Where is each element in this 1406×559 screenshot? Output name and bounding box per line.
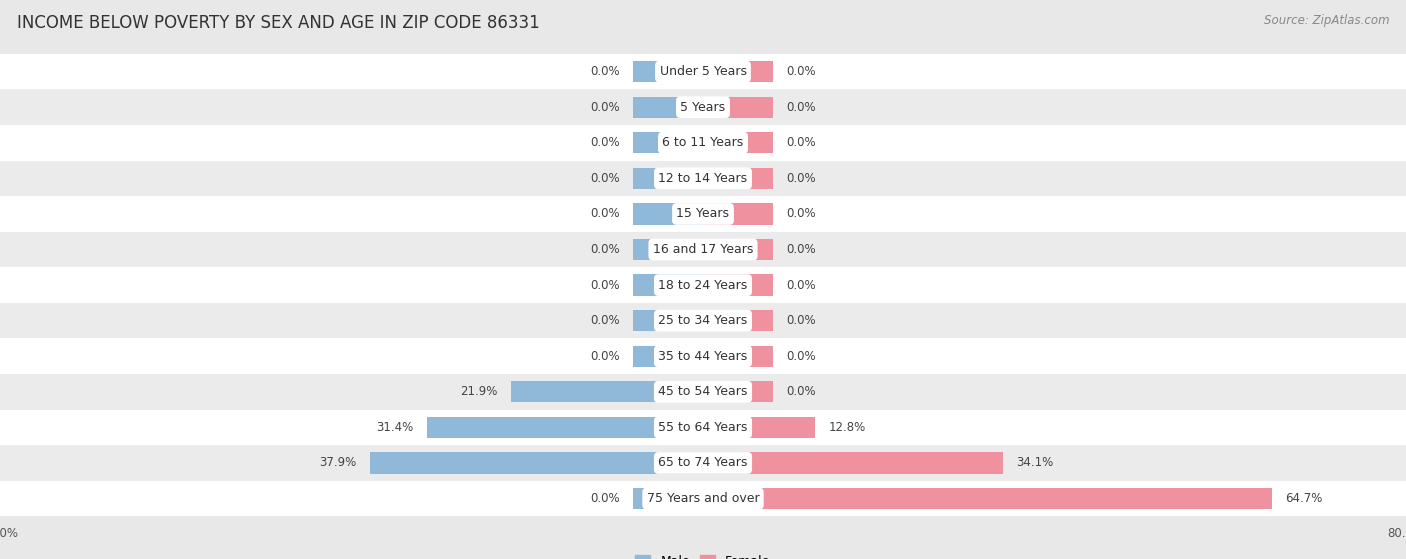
Text: 0.0%: 0.0%: [786, 207, 815, 220]
Text: 0.0%: 0.0%: [786, 314, 815, 327]
Bar: [703, 97, 773, 118]
Bar: [633, 310, 703, 331]
Bar: [0, 196, 1406, 232]
Text: 0.0%: 0.0%: [591, 65, 620, 78]
Text: 37.9%: 37.9%: [319, 457, 357, 470]
Bar: [633, 345, 703, 367]
Text: 55 to 64 Years: 55 to 64 Years: [658, 421, 748, 434]
Text: 35 to 44 Years: 35 to 44 Years: [658, 350, 748, 363]
Text: 31.4%: 31.4%: [377, 421, 413, 434]
Bar: [703, 239, 773, 260]
Bar: [633, 203, 703, 225]
Text: 25 to 34 Years: 25 to 34 Years: [658, 314, 748, 327]
Text: 18 to 24 Years: 18 to 24 Years: [658, 278, 748, 292]
Text: 75 Years and over: 75 Years and over: [647, 492, 759, 505]
Bar: [0, 481, 1406, 517]
Text: 0.0%: 0.0%: [591, 243, 620, 256]
Bar: [703, 132, 773, 154]
Text: 21.9%: 21.9%: [460, 385, 498, 399]
Bar: [703, 310, 773, 331]
Bar: [633, 274, 703, 296]
Text: 0.0%: 0.0%: [591, 172, 620, 185]
Text: 0.0%: 0.0%: [591, 136, 620, 149]
Bar: [703, 452, 1002, 473]
Text: 12 to 14 Years: 12 to 14 Years: [658, 172, 748, 185]
Bar: [633, 97, 703, 118]
Bar: [633, 168, 703, 189]
Text: 0.0%: 0.0%: [786, 65, 815, 78]
Text: 0.0%: 0.0%: [591, 101, 620, 113]
Text: 6 to 11 Years: 6 to 11 Years: [662, 136, 744, 149]
Bar: [703, 274, 773, 296]
Text: 12.8%: 12.8%: [828, 421, 866, 434]
Text: 0.0%: 0.0%: [786, 278, 815, 292]
Bar: [0, 338, 1406, 374]
Text: 0.0%: 0.0%: [591, 492, 620, 505]
Bar: [0, 232, 1406, 267]
Bar: [0, 267, 1406, 303]
Bar: [510, 381, 703, 402]
Bar: [0, 374, 1406, 410]
Text: 0.0%: 0.0%: [786, 172, 815, 185]
Bar: [0, 54, 1406, 89]
Text: 0.0%: 0.0%: [786, 136, 815, 149]
Bar: [703, 168, 773, 189]
Bar: [703, 203, 773, 225]
Text: Source: ZipAtlas.com: Source: ZipAtlas.com: [1264, 14, 1389, 27]
Bar: [703, 61, 773, 82]
Text: 45 to 54 Years: 45 to 54 Years: [658, 385, 748, 399]
Text: 0.0%: 0.0%: [786, 243, 815, 256]
Text: 0.0%: 0.0%: [591, 350, 620, 363]
Bar: [633, 488, 703, 509]
Text: 0.0%: 0.0%: [786, 350, 815, 363]
Legend: Male, Female: Male, Female: [636, 555, 770, 559]
Bar: [703, 488, 1271, 509]
Bar: [633, 132, 703, 154]
Text: 65 to 74 Years: 65 to 74 Years: [658, 457, 748, 470]
Bar: [0, 125, 1406, 160]
Text: 0.0%: 0.0%: [786, 385, 815, 399]
Text: INCOME BELOW POVERTY BY SEX AND AGE IN ZIP CODE 86331: INCOME BELOW POVERTY BY SEX AND AGE IN Z…: [17, 14, 540, 32]
Bar: [427, 416, 703, 438]
Text: 0.0%: 0.0%: [786, 101, 815, 113]
Bar: [633, 239, 703, 260]
Text: 64.7%: 64.7%: [1285, 492, 1322, 505]
Text: 0.0%: 0.0%: [591, 278, 620, 292]
Bar: [370, 452, 703, 473]
Bar: [0, 303, 1406, 338]
Bar: [0, 89, 1406, 125]
Text: 0.0%: 0.0%: [591, 207, 620, 220]
Bar: [703, 416, 815, 438]
Text: 34.1%: 34.1%: [1015, 457, 1053, 470]
Bar: [0, 160, 1406, 196]
Bar: [0, 445, 1406, 481]
Bar: [703, 381, 773, 402]
Bar: [0, 410, 1406, 445]
Text: Under 5 Years: Under 5 Years: [659, 65, 747, 78]
Bar: [703, 345, 773, 367]
Text: 15 Years: 15 Years: [676, 207, 730, 220]
Text: 5 Years: 5 Years: [681, 101, 725, 113]
Text: 0.0%: 0.0%: [591, 314, 620, 327]
Bar: [633, 61, 703, 82]
Text: 16 and 17 Years: 16 and 17 Years: [652, 243, 754, 256]
